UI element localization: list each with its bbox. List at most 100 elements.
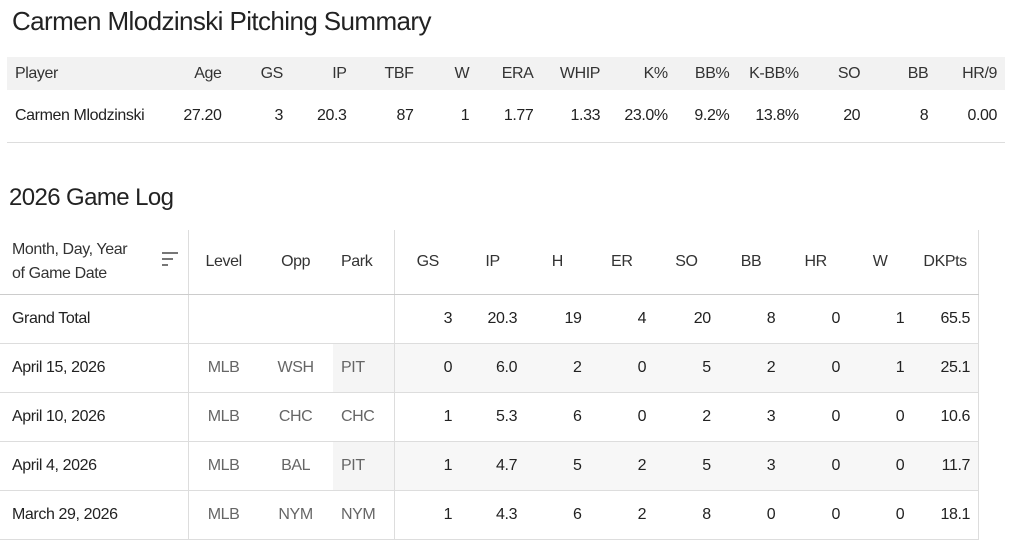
bb-value: 8 [868, 90, 937, 143]
col-header-k-pct[interactable]: K% [643, 64, 669, 82]
game-row[interactable]: April 4, 2026 MLB BAL PIT 1 4.7 5 2 5 3 … [0, 441, 980, 490]
game-log-title: 2026 Game Log [9, 184, 174, 211]
total-dkpts: 65.5 [912, 294, 980, 343]
w-value: 1 [421, 90, 478, 143]
game-gs: 1 [443, 505, 453, 523]
game-log-header-row: Month, Day, Year of Game Date Level Opp … [0, 230, 980, 295]
tbf-value: 87 [354, 90, 422, 143]
game-er: 2 [637, 505, 647, 523]
game-hr: 0 [831, 505, 840, 523]
game-date: April 4, 2026 [0, 441, 190, 490]
col-header-w[interactable]: W [847, 230, 913, 295]
game-w: 1 [847, 343, 913, 392]
col-header-h[interactable]: H [525, 230, 590, 295]
col-header-gs[interactable]: GS [394, 230, 461, 295]
total-w: 1 [895, 309, 905, 327]
col-header-w[interactable]: W [454, 64, 470, 82]
game-h: 5 [525, 441, 590, 490]
grand-total-row: Grand Total 3 20.3 19 4 20 8 0 1 65.5 [0, 294, 980, 343]
summary-row: Carmen Mlodzinski 27.20 3 20.3 87 1 1.77… [7, 90, 1005, 143]
game-dkpts: 10.6 [912, 392, 980, 441]
col-header-level[interactable]: Level [188, 230, 259, 295]
col-header-age[interactable]: Age [194, 64, 222, 82]
col-header-tbf[interactable]: TBF [384, 64, 414, 82]
col-header-so[interactable]: SO [837, 64, 861, 82]
total-er: 4 [637, 309, 647, 327]
total-so: 20 [693, 309, 711, 327]
col-header-opp[interactable]: Opp [258, 230, 333, 295]
page-title: Carmen Mlodzinski Pitching Summary [12, 6, 431, 36]
pitching-summary-table: Player Age GS IP TBF W ERA WHIP K% BB% K… [7, 57, 1005, 143]
game-er: 0 [637, 407, 647, 425]
game-dkpts: 25.1 [912, 343, 980, 392]
game-er: 2 [589, 441, 655, 490]
col-header-game-date[interactable]: Month, Day, Year of Game Date [0, 230, 190, 295]
whip-value: 1.33 [541, 90, 609, 143]
col-header-whip[interactable]: WHIP [559, 64, 601, 82]
game-w: 0 [847, 441, 913, 490]
game-h: 6 [572, 505, 582, 523]
sort-descending-icon[interactable] [162, 252, 179, 268]
game-gs: 1 [443, 407, 453, 425]
game-row[interactable]: March 29, 2026 MLB NYM NYM 1 4.3 6 2 8 0… [0, 490, 980, 539]
game-ip: 5.3 [496, 407, 518, 425]
col-header-player[interactable]: Player [15, 64, 58, 82]
empty-cell [258, 294, 333, 343]
game-bb: 3 [718, 441, 784, 490]
col-header-er[interactable]: ER [589, 230, 655, 295]
grand-total-label: Grand Total [0, 294, 190, 343]
game-bb: 2 [718, 343, 784, 392]
total-gs: 3 [443, 309, 453, 327]
game-row[interactable]: April 10, 2026 MLB CHC CHC 1 5.3 6 0 2 3… [0, 392, 980, 441]
era-value: 1.77 [477, 90, 542, 143]
game-er: 0 [589, 343, 655, 392]
bb-pct-value: 9.2% [675, 90, 738, 143]
col-header-ip[interactable]: IP [332, 64, 347, 82]
col-header-gs[interactable]: GS [260, 64, 284, 82]
game-park: NYM [333, 490, 396, 539]
game-level: MLB [207, 407, 240, 425]
game-date: March 29, 2026 [0, 490, 190, 539]
game-level: MLB [207, 505, 240, 523]
game-opp: CHC [278, 407, 313, 425]
so-value: 20 [806, 90, 869, 143]
col-header-ip[interactable]: IP [460, 230, 526, 295]
game-w: 0 [895, 407, 905, 425]
empty-cell [189, 294, 259, 343]
gs-value: 3 [229, 90, 291, 143]
col-header-bb[interactable]: BB [907, 64, 929, 82]
col-header-hr9[interactable]: HR/9 [962, 64, 997, 82]
game-level: MLB [207, 456, 240, 474]
game-ip: 6.0 [460, 343, 526, 392]
summary-header-row: Player Age GS IP TBF W ERA WHIP K% BB% K… [7, 57, 1005, 90]
game-park: CHC [333, 392, 396, 441]
age-value: 27.20 [166, 90, 230, 143]
col-header-so[interactable]: SO [654, 230, 719, 295]
col-header-game-date-label: Month, Day, Year of Game Date [12, 240, 128, 282]
game-park: PIT [333, 343, 396, 392]
game-h: 6 [572, 407, 582, 425]
total-ip: 20.3 [487, 309, 518, 327]
col-header-dkpts[interactable]: DKPts [912, 230, 980, 295]
player-name[interactable]: Carmen Mlodzinski [7, 90, 167, 143]
col-header-bb[interactable]: BB [718, 230, 784, 295]
game-opp: WSH [277, 358, 315, 376]
game-gs: 0 [394, 343, 461, 392]
game-row[interactable]: April 15, 2026 MLB WSH PIT 0 6.0 2 0 5 2… [0, 343, 980, 392]
col-header-bb-pct[interactable]: BB% [694, 64, 730, 82]
col-header-park[interactable]: Park [333, 230, 396, 295]
game-date: April 10, 2026 [0, 392, 190, 441]
col-header-k-bb-pct[interactable]: K-BB% [749, 64, 799, 82]
game-w: 0 [895, 505, 905, 523]
total-hr: 0 [831, 309, 840, 327]
col-header-hr[interactable]: HR [783, 230, 848, 295]
game-ip: 4.7 [460, 441, 526, 490]
game-dkpts: 11.7 [912, 441, 980, 490]
game-opp: BAL [281, 456, 311, 474]
total-bb: 8 [766, 309, 776, 327]
col-header-era[interactable]: ERA [501, 64, 534, 82]
game-so: 2 [702, 407, 711, 425]
k-pct-value: 23.0% [608, 90, 676, 143]
game-so: 5 [654, 343, 719, 392]
hr9-value: 0.00 [936, 90, 1005, 143]
